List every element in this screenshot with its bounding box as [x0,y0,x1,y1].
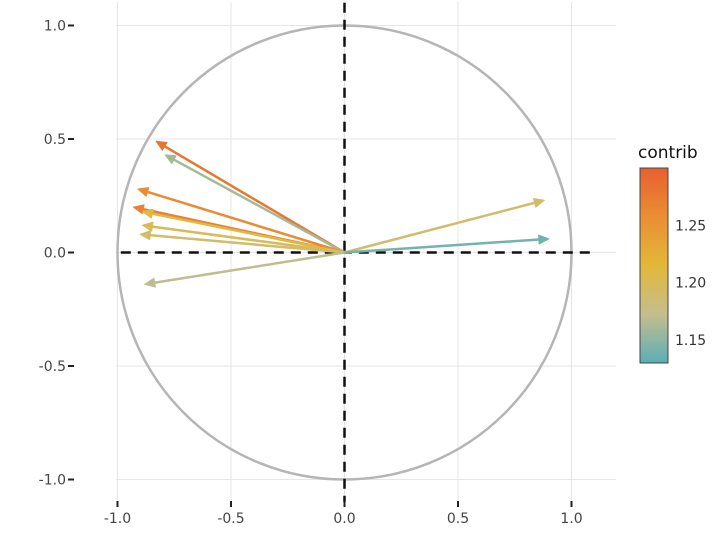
arrow-head-3 [132,204,145,215]
x-tick-label-1: -0.5 [217,511,244,527]
x-tick-label-4: 1.0 [560,511,582,527]
arrow-head-5 [141,221,154,232]
arrow-8 [344,197,545,254]
y-tick-label-4: 1.0 [44,19,66,35]
arrow-shaft-6 [148,233,345,254]
colorbar-ticks: 1.15 1.20 1.25 [675,218,706,349]
arrow-shaft-7 [152,251,345,285]
variable-arrows [132,140,550,288]
x-tick-label-3: 0.5 [447,511,469,527]
arrow-head-7 [144,277,156,288]
x-tick-label-2: 0.0 [333,511,355,527]
colorbar-title: contrib [638,143,698,163]
colorbar-tick-label-2: 1.25 [675,218,706,234]
y-tick-label-2: 0.0 [44,246,66,262]
arrow-7 [144,251,345,288]
arrow-head-4 [141,208,154,219]
arrow-2 [137,187,345,254]
arrow-1 [164,154,346,254]
arrow-head-0 [155,140,168,151]
colorbar-legend: contrib 1.15 1.20 1.25 [638,143,706,364]
arrow-head-1 [164,154,177,165]
y-tick-label-3: 0.5 [44,132,66,148]
x-tick-label-0: -1.0 [104,511,131,527]
y-tick-label-0: -1.0 [39,473,66,489]
arrow-head-9 [538,234,550,245]
arrow-head-6 [139,230,152,241]
arrow-9 [344,234,550,254]
arrow-6 [139,230,345,254]
arrow-shaft-1 [171,157,346,254]
arrow-shaft-2 [145,190,345,254]
arrow-shaft-9 [344,238,541,254]
arrow-shaft-4 [150,212,345,254]
arrow-head-8 [532,197,545,208]
colorbar-tick-label-0: 1.15 [675,333,706,349]
axis-ticks: -1.0 -0.5 0.0 0.5 1.0 -1.0 -0.5 0.0 0.5 1.0 [39,19,583,528]
arrow-head-2 [137,187,150,197]
y-tick-label-1: -0.5 [39,359,66,375]
arrow-5 [141,221,345,254]
arrow-4 [141,208,345,254]
arrow-shaft-5 [150,225,345,254]
colorbar-gradient [639,167,669,364]
arrow-shaft-8 [344,201,537,254]
colorbar-tick-label-1: 1.20 [675,276,706,292]
